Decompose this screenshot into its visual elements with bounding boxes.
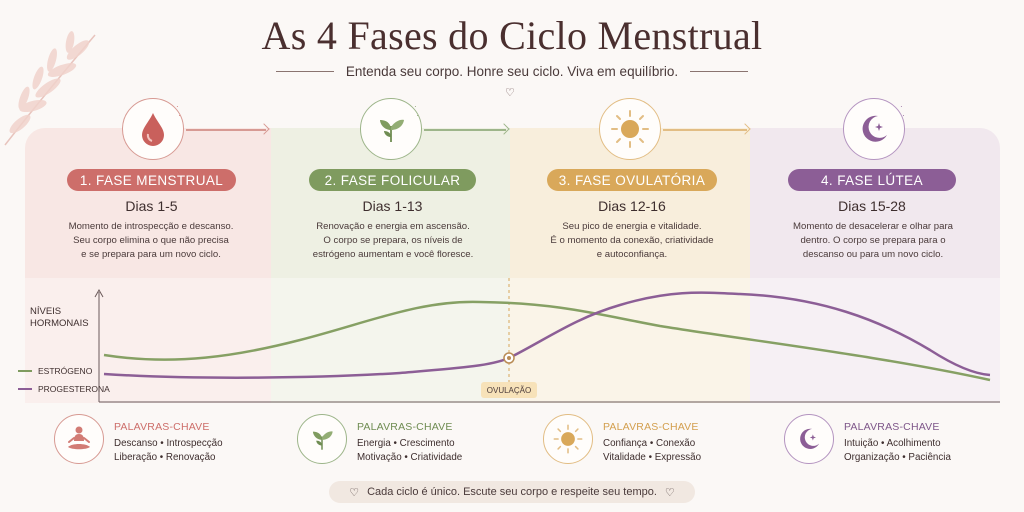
description-line: dentro. O corpo se prepara para o xyxy=(800,235,946,246)
keywords-title: PALAVRAS-CHAVE xyxy=(114,421,210,433)
description-line: Seu corpo elimina o que não precisa xyxy=(73,235,229,246)
phase-description-lutea: Momento de desacelerar e olhar para dent… xyxy=(778,220,968,262)
leaves-icon xyxy=(297,414,347,464)
legend-label: ESTRÓGENO xyxy=(38,366,93,376)
arrow-connector xyxy=(424,129,506,131)
arrow-connector xyxy=(663,129,747,131)
sun-icon xyxy=(599,98,661,160)
chart-y-label: NÍVEIS HORMONAIS xyxy=(30,306,89,330)
phase-description-ovulatoria: Seu pico de energia e vitalidade. É o mo… xyxy=(540,220,724,262)
sun-icon xyxy=(543,414,593,464)
legend-progesterone: PROGESTERONA xyxy=(18,384,110,394)
phase-description-folicular: Renovação e energia em ascensão. O corpo… xyxy=(298,220,488,262)
keywords-menstrual: PALAVRAS-CHAVE Descanso • Introspecção L… xyxy=(54,414,223,465)
keywords-title: PALAVRAS-CHAVE xyxy=(844,421,940,433)
moon-icon xyxy=(784,414,834,464)
subtitle-row: Entenda seu corpo. Honre seu ciclo. Viva… xyxy=(0,64,1024,79)
description-line: É o momento da conexão, criatividade xyxy=(550,235,714,246)
meditation-icon xyxy=(54,414,104,464)
ovulation-badge: OVULAÇÃO xyxy=(481,382,537,398)
legend-swatch xyxy=(18,387,32,391)
keywords-ovulatoria: PALAVRAS-CHAVE Confiança • Conexão Vital… xyxy=(543,414,701,465)
phase-days-lutea: Dias 15-28 xyxy=(838,198,906,214)
leaf-branch-decoration xyxy=(4,31,96,146)
keywords-line: Intuição • Acolhimento xyxy=(844,438,941,449)
keywords-line: Organização • Paciência xyxy=(844,452,951,463)
blood-drop-icon xyxy=(122,98,184,160)
arrow-connector xyxy=(186,129,266,131)
heart-icon: ♡ xyxy=(505,87,515,99)
description-line: estrógeno aumentam e você floresce. xyxy=(312,249,474,260)
phase-days-folicular: Dias 1-13 xyxy=(362,198,423,214)
heart-icon: ♡ xyxy=(664,486,675,499)
divider-right xyxy=(690,71,749,72)
sparkle-icon: · · xyxy=(176,102,181,120)
page-title: As 4 Fases do Ciclo Menstrual xyxy=(261,13,763,58)
description-line: Renovação e energia em ascensão. xyxy=(316,221,470,232)
keywords-lutea: PALAVRAS-CHAVE Intuição • Acolhimento Or… xyxy=(784,414,951,465)
description-line: descanso ou para um novo ciclo. xyxy=(802,249,944,260)
heart-icon: ♡ xyxy=(349,486,360,499)
footer-message: ♡ Cada ciclo é único. Escute seu corpo e… xyxy=(329,481,695,503)
description-line: Momento de desacelerar e olhar para xyxy=(793,221,953,232)
phase-description-menstrual: Momento de introspecção e descanso. Seu … xyxy=(60,220,242,262)
phase-days-menstrual: Dias 1-5 xyxy=(125,198,178,214)
phase-days-ovulatoria: Dias 12-16 xyxy=(598,198,666,214)
sparkle-icon: · · xyxy=(900,102,905,120)
description-line: Momento de introspecção e descanso. xyxy=(68,221,234,232)
footer-text: Cada ciclo é único. Escute seu corpo e r… xyxy=(367,486,657,498)
keywords-line: Motivação • Criatividade xyxy=(357,452,463,463)
keywords-folicular: PALAVRAS-CHAVE Energia • Crescimento Mot… xyxy=(297,414,462,465)
legend-label: PROGESTERONA xyxy=(38,384,110,394)
keywords-line: Liberação • Renovação xyxy=(114,452,216,463)
description-line: O corpo se prepara, os níveis de xyxy=(323,235,463,246)
description-line: Seu pico de energia e vitalidade. xyxy=(562,221,702,232)
legend-swatch xyxy=(18,369,32,373)
phase-title-menstrual: 1. FASE MENSTRUAL xyxy=(67,169,236,191)
phase-title-ovulatoria: 3. FASE OVULATÓRIA xyxy=(547,169,717,191)
phase-title-lutea: 4. FASE LÚTEA xyxy=(788,169,956,191)
description-line: e se prepara para um novo ciclo. xyxy=(81,249,221,260)
legend-estrogen: ESTRÓGENO xyxy=(18,366,92,376)
chart-y-label-line: NÍVEIS xyxy=(30,306,62,317)
keywords-title: PALAVRAS-CHAVE xyxy=(603,421,699,433)
keywords-line: Vitalidade • Expressão xyxy=(603,452,702,463)
sparkle-icon: · · xyxy=(414,102,419,120)
page-subtitle: Entenda seu corpo. Honre seu ciclo. Viva… xyxy=(345,64,679,79)
leaves-icon xyxy=(360,98,422,160)
keywords-line: Confiança • Conexão xyxy=(603,438,696,449)
keywords-line: Energia • Crescimento xyxy=(357,438,455,449)
chart-y-label-line: HORMONAIS xyxy=(30,318,89,329)
phase-title-folicular: 2. FASE FOLICULAR xyxy=(309,169,476,191)
keywords-line: Descanso • Introspecção xyxy=(114,438,223,449)
divider-left xyxy=(275,71,334,72)
description-line: e autoconfiança. xyxy=(596,249,668,260)
moon-icon xyxy=(843,98,905,160)
keywords-title: PALAVRAS-CHAVE xyxy=(357,421,453,433)
